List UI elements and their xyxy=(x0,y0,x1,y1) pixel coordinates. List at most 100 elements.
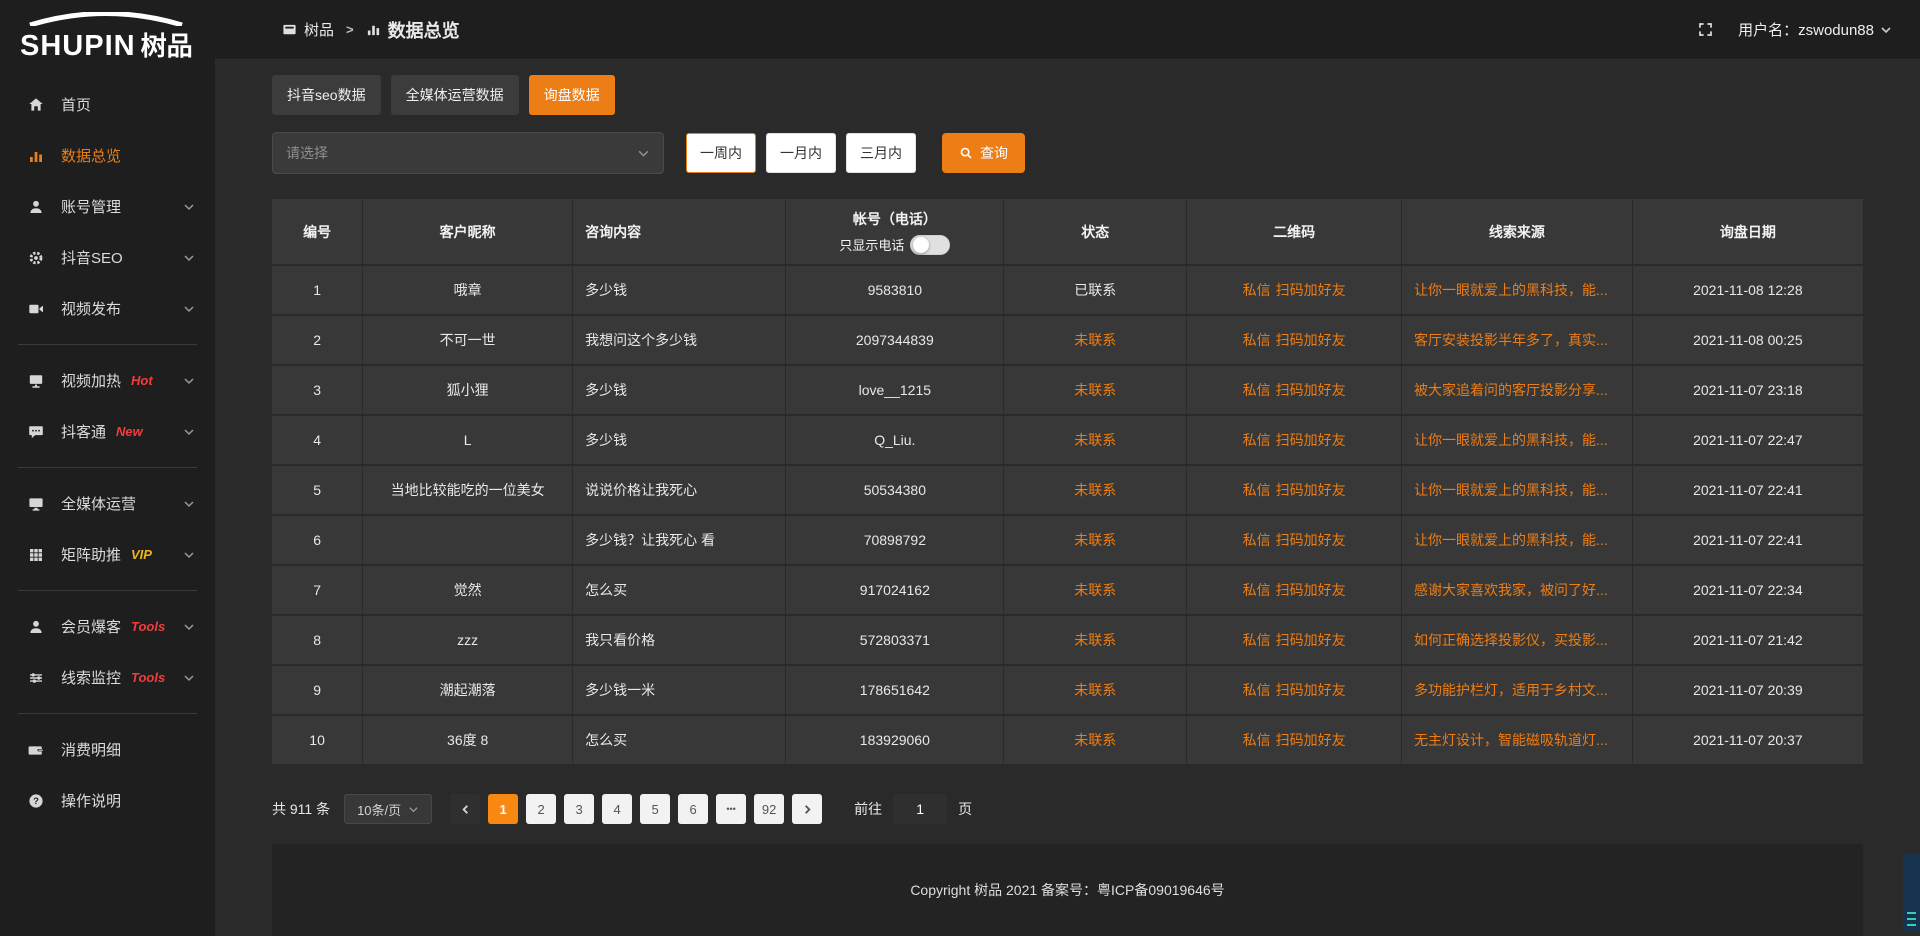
private-message-link[interactable]: 私信 xyxy=(1242,332,1271,348)
private-message-link[interactable]: 私信 xyxy=(1242,382,1271,398)
page-button-3[interactable]: 3 xyxy=(564,794,595,824)
sidebar-item-consumption-detail[interactable]: 消费明细 xyxy=(0,724,215,775)
scan-add-friend-link[interactable]: 扫码加好友 xyxy=(1275,282,1346,298)
tab-0[interactable]: 抖音seo数据 xyxy=(272,75,381,115)
cell-status: 未联系 xyxy=(1003,415,1188,466)
time-button-1[interactable]: 一月内 xyxy=(766,133,836,173)
topbar-right: 用户名：zswodun88 xyxy=(1697,19,1892,40)
cell-source-link[interactable]: 让你一眼就爱上的黑科技，能... xyxy=(1401,415,1633,466)
table-row: 7 觉然 怎么买 917024162 未联系 私信 扫码加好友 感谢大家喜欢我家，被问了好..… xyxy=(272,565,1863,616)
sidebar-item-label: 视频发布 xyxy=(61,301,122,318)
account-select[interactable]: 请选择 xyxy=(272,132,664,174)
page-button-1[interactable]: 1 xyxy=(488,794,519,824)
page-button-2[interactable]: 2 xyxy=(526,794,557,824)
table-row: 8 zzz 我只看价格 572803371 未联系 私信 扫码加好友 如何正确选择投影仪，买投… xyxy=(272,615,1863,666)
sidebar-item-label: 操作说明 xyxy=(61,793,122,810)
private-message-link[interactable]: 私信 xyxy=(1242,482,1271,498)
user-menu[interactable]: 用户名：zswodun88 xyxy=(1738,19,1892,40)
private-message-link[interactable]: 私信 xyxy=(1242,282,1271,298)
private-message-link[interactable]: 私信 xyxy=(1242,432,1271,448)
page-button-6[interactable]: 6 xyxy=(678,794,709,824)
sidebar-item-label: 消费明细 xyxy=(61,742,122,759)
cell-source-link[interactable]: 无主灯设计，智能磁吸轨道灯... xyxy=(1401,715,1633,766)
sidebar-item-clue-monitor[interactable]: 线索监控 Tools xyxy=(0,652,215,703)
next-page-button[interactable] xyxy=(792,794,823,824)
cell-source-link[interactable]: 客厅安装投影半年多了，真实... xyxy=(1401,315,1633,366)
cell-nickname: 觉然 xyxy=(362,565,574,616)
tab-1[interactable]: 全媒体运营数据 xyxy=(390,75,519,115)
cell-nickname: 36度 8 xyxy=(362,715,574,766)
private-message-link[interactable]: 私信 xyxy=(1242,732,1271,748)
sidebar-item-member-baoke[interactable]: 会员爆客 Tools xyxy=(0,601,215,652)
breadcrumb-item-shupin[interactable]: 树品 xyxy=(282,19,334,40)
monitor-icon xyxy=(28,495,47,512)
cell-source-link[interactable]: 让你一眼就爱上的黑科技，能... xyxy=(1401,515,1633,566)
cell-number: 5 xyxy=(272,465,364,516)
page-ellipsis-button[interactable]: ••• xyxy=(716,794,747,824)
tab-2[interactable]: 询盘数据 xyxy=(528,75,615,115)
page-button-5[interactable]: 5 xyxy=(640,794,671,824)
scan-add-friend-link[interactable]: 扫码加好友 xyxy=(1275,432,1346,448)
cell-status: 未联系 xyxy=(1003,565,1188,616)
scan-add-friend-link[interactable]: 扫码加好友 xyxy=(1275,582,1346,598)
sidebar-item-media-operation[interactable]: 全媒体运营 xyxy=(0,478,215,529)
phone-toggle-label: 只显示电话 xyxy=(839,238,905,253)
sidebar-item-video-heat[interactable]: 视频加热 Hot xyxy=(0,355,215,406)
time-button-2[interactable]: 三月内 xyxy=(846,133,916,173)
sidebar-item-video-publish[interactable]: 视频发布 xyxy=(0,283,215,334)
badge-new: New xyxy=(116,424,143,439)
scan-add-friend-link[interactable]: 扫码加好友 xyxy=(1275,332,1346,348)
floating-widget[interactable] xyxy=(1903,854,1920,932)
phone-only-toggle[interactable] xyxy=(910,234,951,255)
sidebar-item-matrix-boost[interactable]: 矩阵助推 VIP xyxy=(0,529,215,580)
private-message-link[interactable]: 私信 xyxy=(1242,682,1271,698)
sidebar-item-label: 会员爆客 xyxy=(61,619,122,636)
scan-add-friend-link[interactable]: 扫码加好友 xyxy=(1275,382,1346,398)
sliders-icon xyxy=(28,669,47,686)
scan-add-friend-link[interactable]: 扫码加好友 xyxy=(1275,532,1346,548)
cell-source-link[interactable]: 被大家追着问的客厅投影分享... xyxy=(1401,365,1633,416)
cell-date: 2021-11-07 23:18 xyxy=(1632,365,1863,416)
cell-account: 917024162 xyxy=(785,565,1005,616)
cell-date: 2021-11-07 22:41 xyxy=(1632,465,1863,516)
page-button-4[interactable]: 4 xyxy=(602,794,633,824)
cell-content: 多少钱？让我死心 看 xyxy=(572,515,787,566)
page-button-92[interactable]: 92 xyxy=(754,794,785,824)
sidebar-item-data-overview[interactable]: 数据总览 xyxy=(0,130,215,181)
cell-qrcode: 私信 扫码加好友 xyxy=(1186,265,1403,316)
private-message-link[interactable]: 私信 xyxy=(1242,582,1271,598)
search-icon xyxy=(960,147,972,159)
cell-source-link[interactable]: 感谢大家喜欢我家，被问了好... xyxy=(1401,565,1633,616)
scan-add-friend-link[interactable]: 扫码加好友 xyxy=(1275,632,1346,648)
goto-page-input[interactable] xyxy=(893,794,948,824)
breadcrumb-item-current: 数据总览 xyxy=(366,17,460,43)
sidebar-item-home[interactable]: 首页 xyxy=(0,79,215,130)
cell-source-link[interactable]: 多功能护栏灯，适用于乡村文... xyxy=(1401,665,1633,716)
gear-icon xyxy=(28,249,47,266)
cell-source-link[interactable]: 让你一眼就爱上的黑科技，能... xyxy=(1401,465,1633,516)
scan-add-friend-link[interactable]: 扫码加好友 xyxy=(1275,482,1346,498)
cell-date: 2021-11-08 12:28 xyxy=(1632,265,1863,316)
sidebar-item-label: 视频加热 xyxy=(61,373,122,390)
scan-add-friend-link[interactable]: 扫码加好友 xyxy=(1275,682,1346,698)
col-content: 咨询内容 xyxy=(572,199,787,266)
fullscreen-icon[interactable] xyxy=(1697,21,1714,38)
cell-nickname: 当地比较能吃的一位美女 xyxy=(362,465,574,516)
chevron-down-icon xyxy=(183,498,195,510)
prev-page-button[interactable] xyxy=(450,794,481,824)
sidebar-item-douyin-seo[interactable]: 抖音SEO xyxy=(0,232,215,283)
private-message-link[interactable]: 私信 xyxy=(1242,532,1271,548)
search-button[interactable]: 查询 xyxy=(942,133,1025,173)
cell-content: 怎么买 xyxy=(572,715,787,766)
private-message-link[interactable]: 私信 xyxy=(1242,632,1271,648)
sidebar-item-operation-guide[interactable]: ? 操作说明 xyxy=(0,775,215,826)
cell-source-link[interactable]: 让你一眼就爱上的黑科技，能... xyxy=(1401,265,1633,316)
cell-status: 未联系 xyxy=(1003,715,1188,766)
per-page-select[interactable]: 10条/页 xyxy=(344,794,433,824)
cell-source-link[interactable]: 如何正确选择投影仪，买投影... xyxy=(1401,615,1633,666)
cell-account: 9583810 xyxy=(785,265,1005,316)
sidebar-item-douketong[interactable]: 抖客通 New xyxy=(0,406,215,457)
scan-add-friend-link[interactable]: 扫码加好友 xyxy=(1275,732,1346,748)
time-button-0[interactable]: 一周内 xyxy=(686,133,756,173)
sidebar-item-account-management[interactable]: 账号管理 xyxy=(0,181,215,232)
